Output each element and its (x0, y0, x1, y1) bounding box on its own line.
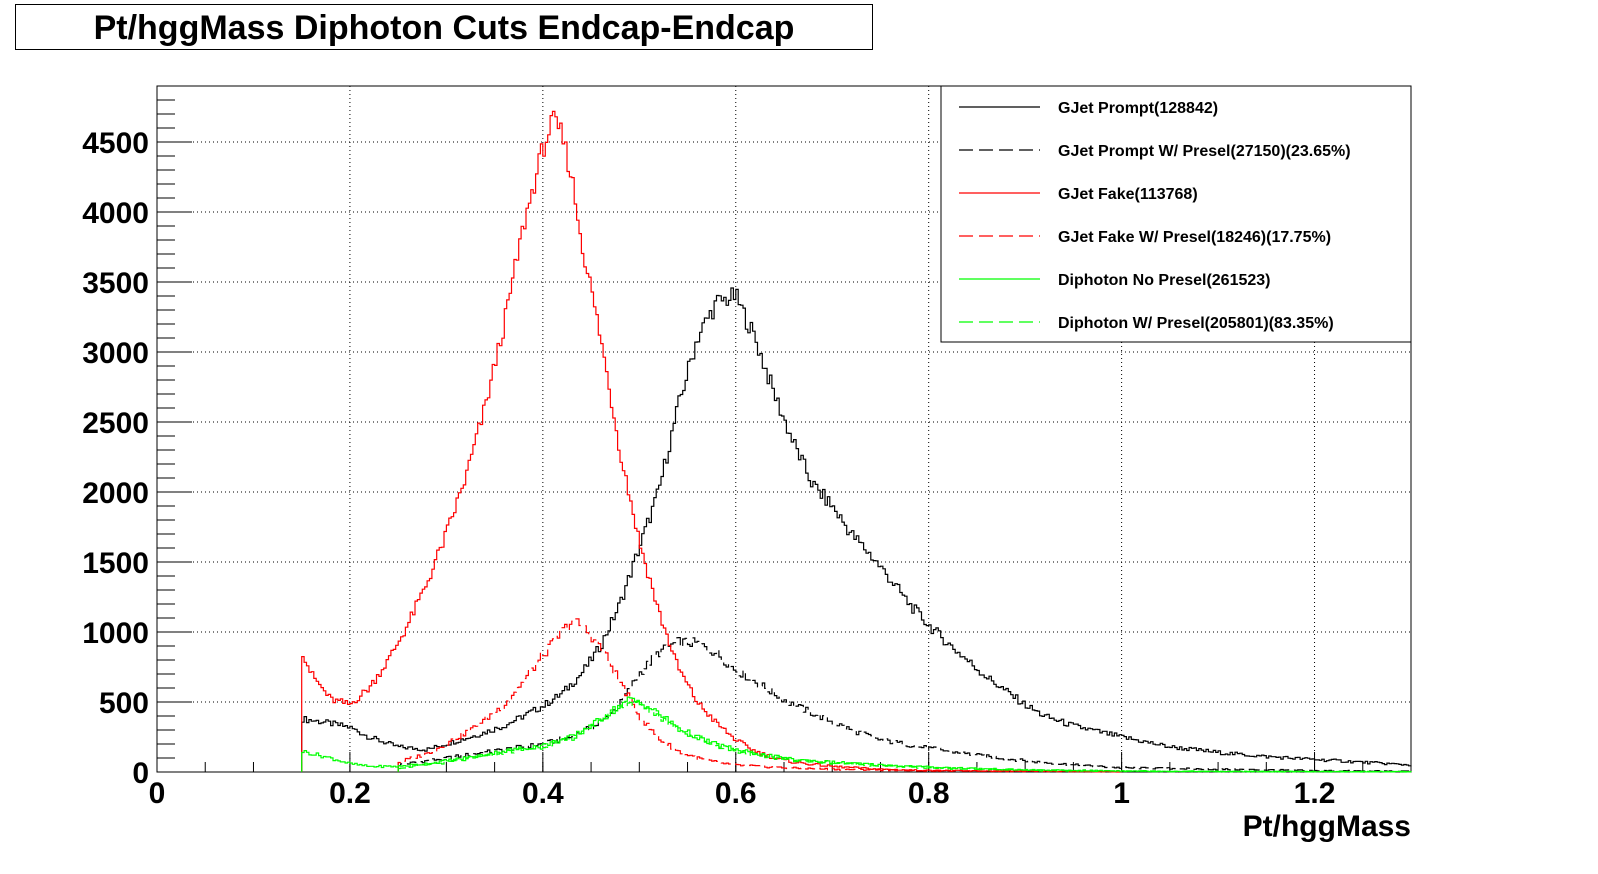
chart-title-box: Pt/hggMass Diphoton Cuts Endcap-Endcap (15, 4, 873, 50)
series-group (301, 110, 1412, 773)
x-tick-label: 0.8 (908, 777, 950, 810)
series-line (397, 637, 1412, 773)
legend-entry: Diphoton W/ Presel(205801)(83.35%) (1058, 315, 1334, 332)
y-tick-label: 4500 (82, 127, 149, 160)
legend-box (940, 85, 1412, 343)
y-tick-label: 3500 (82, 267, 149, 300)
x-tick-label: 0.4 (522, 777, 564, 810)
y-tick-label: 0 (132, 757, 149, 790)
series-line (397, 618, 1026, 773)
x-tick-label: 1 (1113, 777, 1130, 810)
x-tick-label: 1.2 (1294, 777, 1336, 810)
chart-title: Pt/hggMass Diphoton Cuts Endcap-Endcap (93, 9, 795, 47)
legend-entry: GJet Fake(113768) (1058, 186, 1198, 203)
y-tick-label: 3000 (82, 337, 149, 370)
legend-entry: GJet Fake W/ Presel(18246)(17.75%) (1058, 229, 1331, 246)
x-tick-label: 0.6 (715, 777, 757, 810)
x-tick-label: 0 (149, 777, 166, 810)
legend-entry: Diphoton No Presel(261523) (1058, 272, 1271, 289)
legend-entry: GJet Prompt(128842) (1058, 100, 1218, 117)
x-tick-label: 0.2 (329, 777, 371, 810)
series-line (301, 287, 1412, 772)
legend: GJet Prompt(128842) GJet Prompt W/ Presel… (940, 85, 1412, 343)
y-tick-label: 2500 (82, 407, 149, 440)
y-tick-label: 500 (99, 687, 149, 720)
y-tick-label: 1000 (82, 617, 149, 650)
y-tick-label: 2000 (82, 477, 149, 510)
y-tick-label: 1500 (82, 547, 149, 580)
legend-entry: GJet Prompt W/ Presel(27150)(23.65%) (1058, 143, 1351, 160)
x-axis-title: Pt/hggMass (1243, 810, 1411, 843)
y-tick-label: 4000 (82, 197, 149, 230)
series-line (397, 701, 1412, 773)
tick-labels: 0 0.2 0.4 0.6 0.8 1 1.2 0 500 1000 1500 2000 2500 300… (82, 127, 1335, 810)
